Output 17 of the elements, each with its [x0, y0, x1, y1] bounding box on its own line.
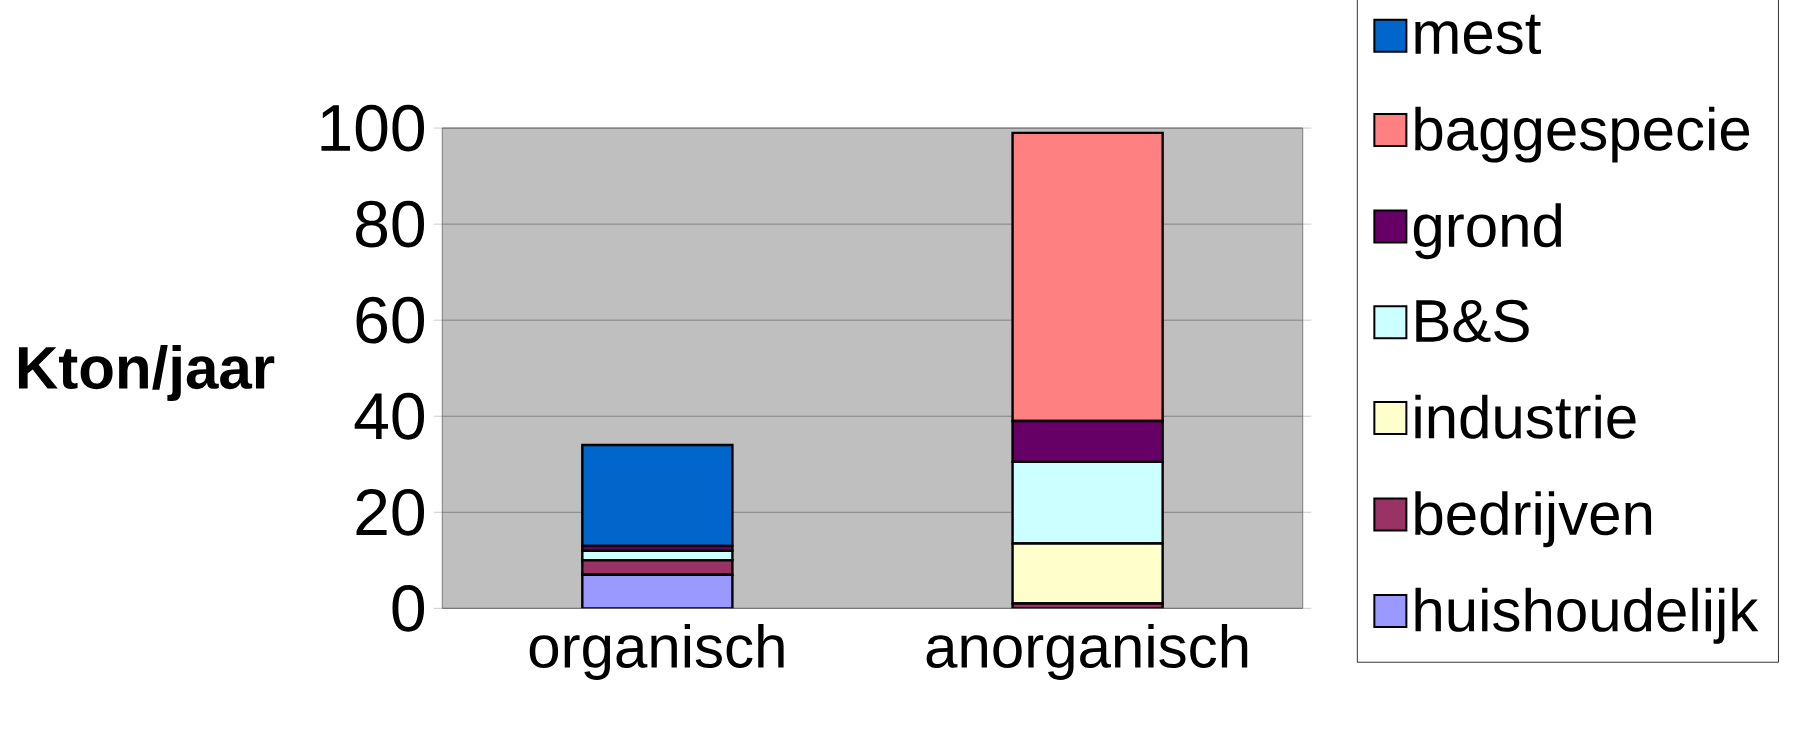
y-tick-label: 100	[321, 104, 425, 152]
legend-label: mest	[1415, 14, 1541, 55]
y-axis-title: Kton/jaar	[18, 344, 275, 401]
legend-label: baggespecie	[1415, 106, 1750, 163]
y-tick-label: 60	[356, 296, 425, 344]
bar	[581, 443, 734, 547]
x-tick-label: organisch	[529, 623, 784, 680]
y-tick-label: 80	[356, 200, 425, 248]
y-tick-label: 20	[356, 488, 425, 536]
y-tick-label: 40	[354, 392, 425, 440]
y-tick-label: 0	[392, 584, 425, 632]
legend-label: huishoudelijk	[1415, 587, 1759, 644]
x-tick-label: anorganisch	[926, 623, 1248, 680]
legend-label: B&S	[1416, 299, 1529, 343]
legend-label: industrie	[1415, 394, 1636, 439]
legend-label: grond	[1413, 202, 1562, 259]
legend-label: bedrijven	[1415, 490, 1652, 547]
